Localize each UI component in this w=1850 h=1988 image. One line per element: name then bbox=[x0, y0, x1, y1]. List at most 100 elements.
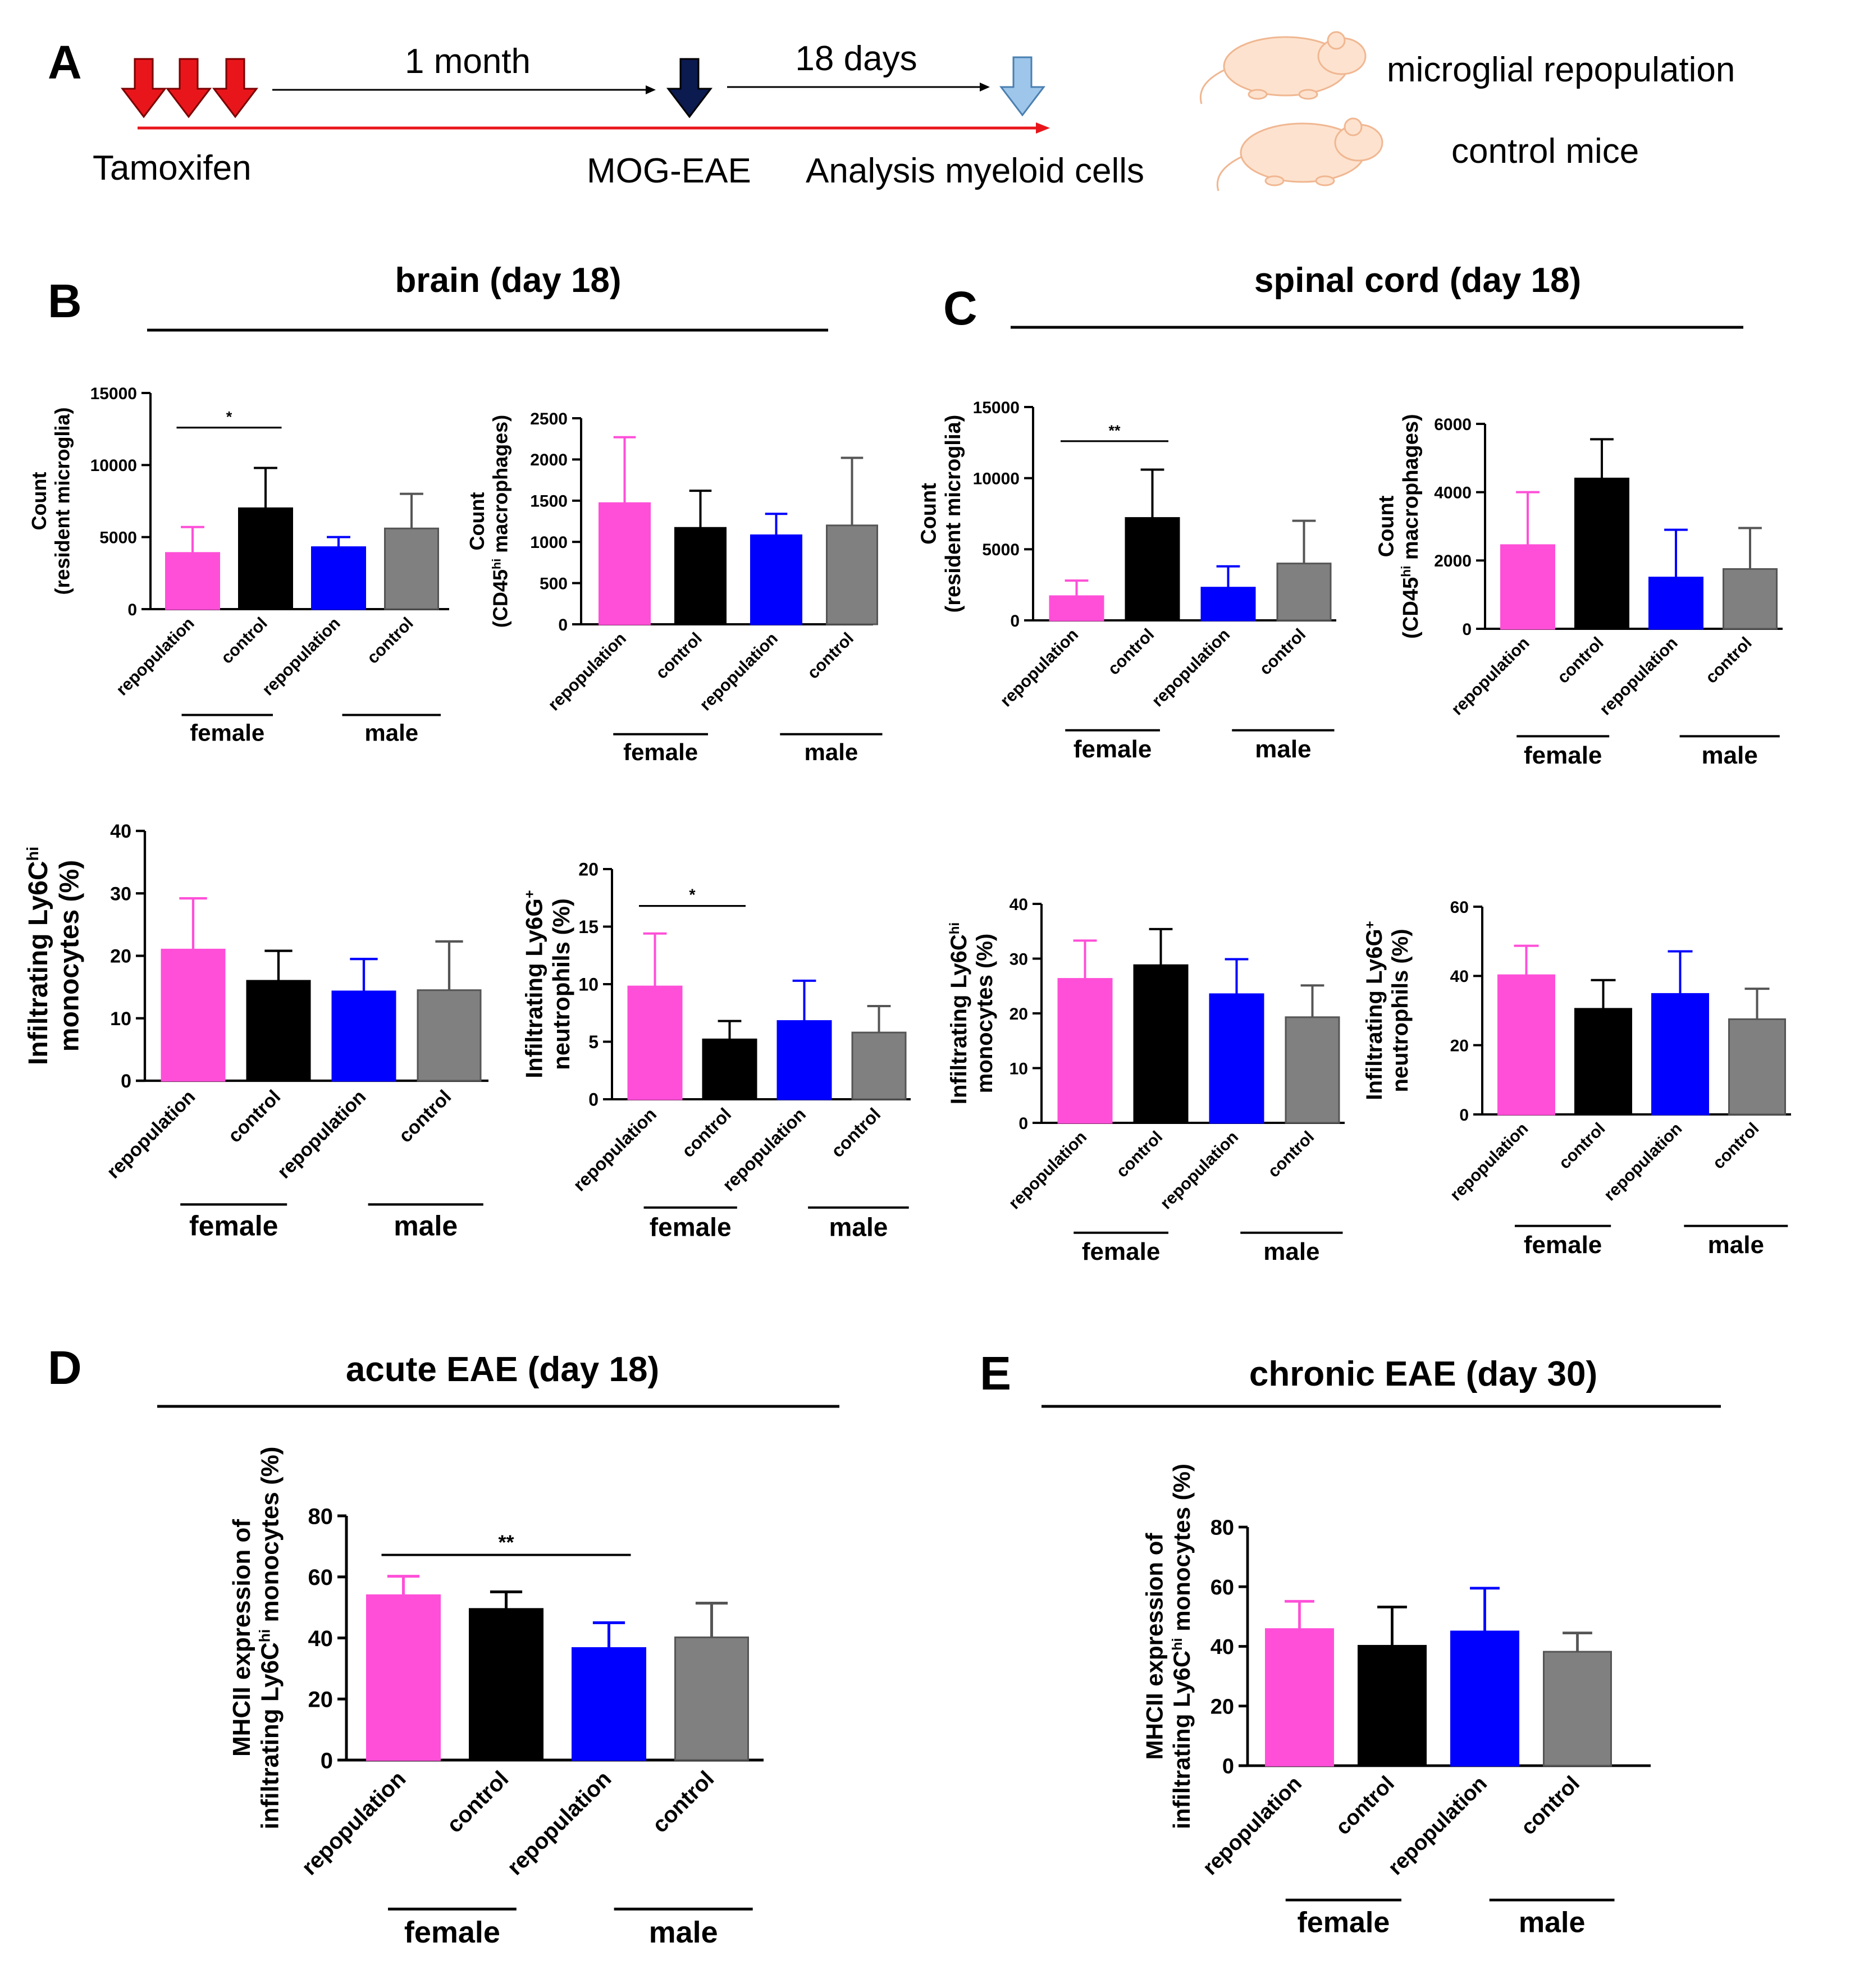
y-axis-label-text: (resident microglia) bbox=[942, 415, 965, 613]
panel-label-d: D bbox=[48, 1341, 82, 1394]
bar bbox=[674, 1636, 749, 1761]
timeline-panel: A 1 month 18 days Tamoxifen MOG-EAE Anal… bbox=[48, 31, 1735, 191]
analysis-label: Analysis myeloid cells bbox=[806, 152, 1144, 190]
bar bbox=[1265, 1628, 1334, 1767]
group-label-male: male bbox=[1702, 742, 1758, 769]
group-label-male: male bbox=[364, 720, 418, 746]
y-tick-label: 60 bbox=[1211, 1576, 1234, 1599]
y-tick-label: 6000 bbox=[1434, 415, 1472, 434]
category-label: control bbox=[1516, 1772, 1584, 1840]
y-axis-label-text: infiltrating Ly6C bbox=[257, 1642, 284, 1829]
y-axis-label-text: monocytes (%) bbox=[972, 934, 997, 1094]
y-tick-label: 0 bbox=[121, 1071, 131, 1092]
y-axis-label-line: infiltrating Ly6Chi monocytes (%) bbox=[257, 1447, 284, 1830]
significance-label: ** bbox=[1108, 422, 1121, 439]
y-axis-label-superscript: hi bbox=[1170, 1638, 1185, 1650]
y-tick-label: 5 bbox=[588, 1032, 599, 1052]
y-tick-label: 0 bbox=[321, 1748, 333, 1773]
y-tick-label: 20 bbox=[110, 946, 131, 967]
y-tick-label: 0 bbox=[558, 616, 568, 634]
y-axis-label-line: Count bbox=[917, 483, 940, 545]
category-label: repopulation bbox=[545, 629, 630, 715]
group-label-female: female bbox=[1074, 735, 1152, 763]
section-title-b: brain (day 18) bbox=[395, 261, 621, 300]
bar bbox=[1049, 595, 1104, 621]
bar-charts: 0 5000 10 0 0 0 15000 repopulation control repopu… bbox=[24, 385, 1791, 1949]
bar bbox=[1133, 964, 1189, 1124]
y-tick-label: 0 bbox=[1459, 1106, 1469, 1125]
y-axis-label-text: MHCII expression of bbox=[1141, 1533, 1168, 1760]
category-label: repopulation bbox=[1198, 1772, 1306, 1880]
category-label: repopulation bbox=[297, 1766, 410, 1880]
y-axis-label: Infiltrating Ly6G+neutrophils (%) bbox=[521, 890, 574, 1078]
eighteen-days-label: 18 days bbox=[795, 39, 917, 78]
group-label-female: female bbox=[189, 1210, 278, 1241]
bar bbox=[627, 985, 683, 1100]
category-label: control bbox=[395, 1086, 455, 1146]
category-label: control bbox=[1709, 1119, 1762, 1173]
category-label: repopulation bbox=[1005, 1128, 1090, 1213]
group-label-male: male bbox=[829, 1212, 888, 1241]
y-tick-label: 80 bbox=[1211, 1516, 1234, 1540]
y-tick-label: 20 bbox=[1450, 1036, 1469, 1055]
category-label: control bbox=[827, 1104, 884, 1161]
analysis-arrow-icon bbox=[999, 56, 1046, 117]
y-tick-label: 20 bbox=[1211, 1695, 1234, 1719]
y-tick-label: 15 bbox=[578, 917, 599, 937]
category-label: repopulation bbox=[273, 1086, 370, 1182]
mog-eae-label: MOG-EAE bbox=[587, 152, 751, 190]
y-tick-label: 20 bbox=[578, 860, 599, 880]
category-label: control bbox=[678, 1104, 735, 1161]
bar bbox=[1543, 1651, 1612, 1767]
panel-label-e: E bbox=[980, 1347, 1011, 1400]
y-axis-label-text: Count bbox=[465, 492, 488, 551]
y-tick-label: 10 bbox=[578, 975, 599, 995]
y-axis-label-line: MHCII expression of bbox=[1141, 1533, 1168, 1760]
y-tick-label: 15000 bbox=[973, 399, 1020, 417]
bar bbox=[599, 502, 651, 625]
section-e-header: E chronic EAE (day 30) bbox=[980, 1347, 1721, 1408]
bar bbox=[469, 1608, 543, 1761]
y-tick-label: 10 bbox=[110, 1008, 131, 1030]
y-tick-label: 2000 bbox=[530, 451, 568, 469]
category-label: repopulation bbox=[1157, 1128, 1242, 1213]
bar bbox=[384, 527, 439, 610]
y-tick-label: 40 bbox=[1450, 967, 1469, 986]
group-label-female: female bbox=[1524, 742, 1602, 769]
bar bbox=[1728, 1018, 1786, 1116]
category-label: control bbox=[1702, 634, 1755, 687]
category-label: repopulation bbox=[259, 614, 344, 700]
y-axis-label-text: (CD45 bbox=[488, 569, 511, 628]
mog-eae-arrow-icon bbox=[666, 58, 713, 118]
y-axis-label-line: neutrophils (%) bbox=[1388, 929, 1413, 1092]
category-label: repopulation bbox=[1596, 634, 1682, 719]
category-label: control bbox=[804, 629, 857, 683]
bar bbox=[1651, 993, 1709, 1116]
y-axis-label-line: monocytes (%) bbox=[54, 860, 84, 1052]
y-axis-label-text: macrophages) bbox=[488, 415, 511, 559]
y-axis-label-text: monocytes (%) bbox=[1168, 1464, 1195, 1638]
y-tick-label: 5000 bbox=[982, 541, 1020, 559]
timeline-axis-arrowhead bbox=[1036, 122, 1050, 134]
bar bbox=[1057, 978, 1113, 1124]
category-label: repopulation bbox=[1383, 1772, 1491, 1880]
y-axis-label-superscript: hi bbox=[489, 559, 503, 569]
category-label: control bbox=[363, 614, 417, 668]
bar bbox=[1358, 1644, 1427, 1767]
bar bbox=[238, 507, 293, 610]
y-axis-label-text: Infiltrating Ly6G bbox=[1362, 929, 1387, 1100]
y-tick-label: 0 bbox=[1462, 620, 1472, 639]
section-d-header: D acute EAE (day 18) bbox=[48, 1341, 839, 1408]
bar bbox=[165, 552, 220, 610]
legend-repopulation-label: microglial repopulation bbox=[1387, 51, 1735, 89]
group-label-male: male bbox=[1708, 1231, 1764, 1259]
y-tick-label: 0 bbox=[127, 601, 137, 619]
